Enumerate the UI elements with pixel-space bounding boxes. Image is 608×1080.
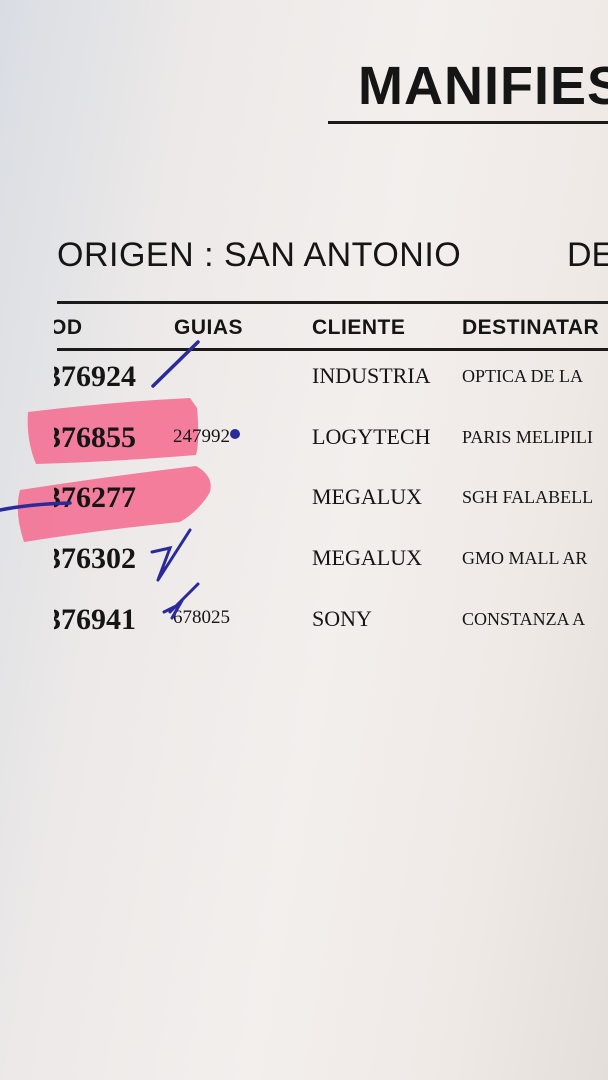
destination-label: DE [567,236,608,274]
row-cliente: INDUSTRIA [312,363,431,388]
row-code: 376941 [54,603,136,636]
row-guia: 247992 [173,426,230,447]
highlight-row-2 [27,398,199,464]
header-top-rule [57,301,608,304]
row-destinatario: SGH FALABELL [462,487,594,507]
column-header-cliente: CLIENTE [312,316,406,339]
row-destinatario: PARIS MELIPILI [462,427,593,447]
manifest-table: OD GUIAS CLIENTE DESTINATAR 376924 INDUS… [54,0,608,1080]
column-header-guias: GUIAS [174,316,244,339]
highlight-row-3 [17,466,211,542]
check-mark-row-1 [151,340,200,388]
row-code: 376302 [54,542,136,575]
row-cliente: SONY [312,606,372,631]
row-code: 376855 [54,421,136,454]
column-header-destinatario: DESTINATAR [462,316,600,339]
row-guia: 678025 [173,607,230,628]
title-underline [328,121,608,124]
row-cliente: MEGALUX [312,545,422,570]
header-bottom-rule [57,348,608,351]
row-destinatario: OPTICA DE LA [462,366,583,386]
check-mark-row-4 [150,528,192,582]
row-destinatario: GMO MALL AR [462,548,588,568]
pen-dot-row-2 [230,429,240,439]
document-title: MANIFIES [358,56,608,116]
row-destinatario: CONSTANZA A [462,609,586,629]
row-cliente: LOGYTECH [312,424,431,449]
strike-mark-row-3 [0,501,72,512]
origin-label: ORIGEN : SAN ANTONIO [57,236,462,274]
row-code: 376277 [54,481,136,514]
row-cliente: MEGALUX [312,484,422,509]
check-mark-row-5 [162,582,200,620]
column-header-code: OD [54,316,83,339]
row-code: 376924 [54,360,136,393]
